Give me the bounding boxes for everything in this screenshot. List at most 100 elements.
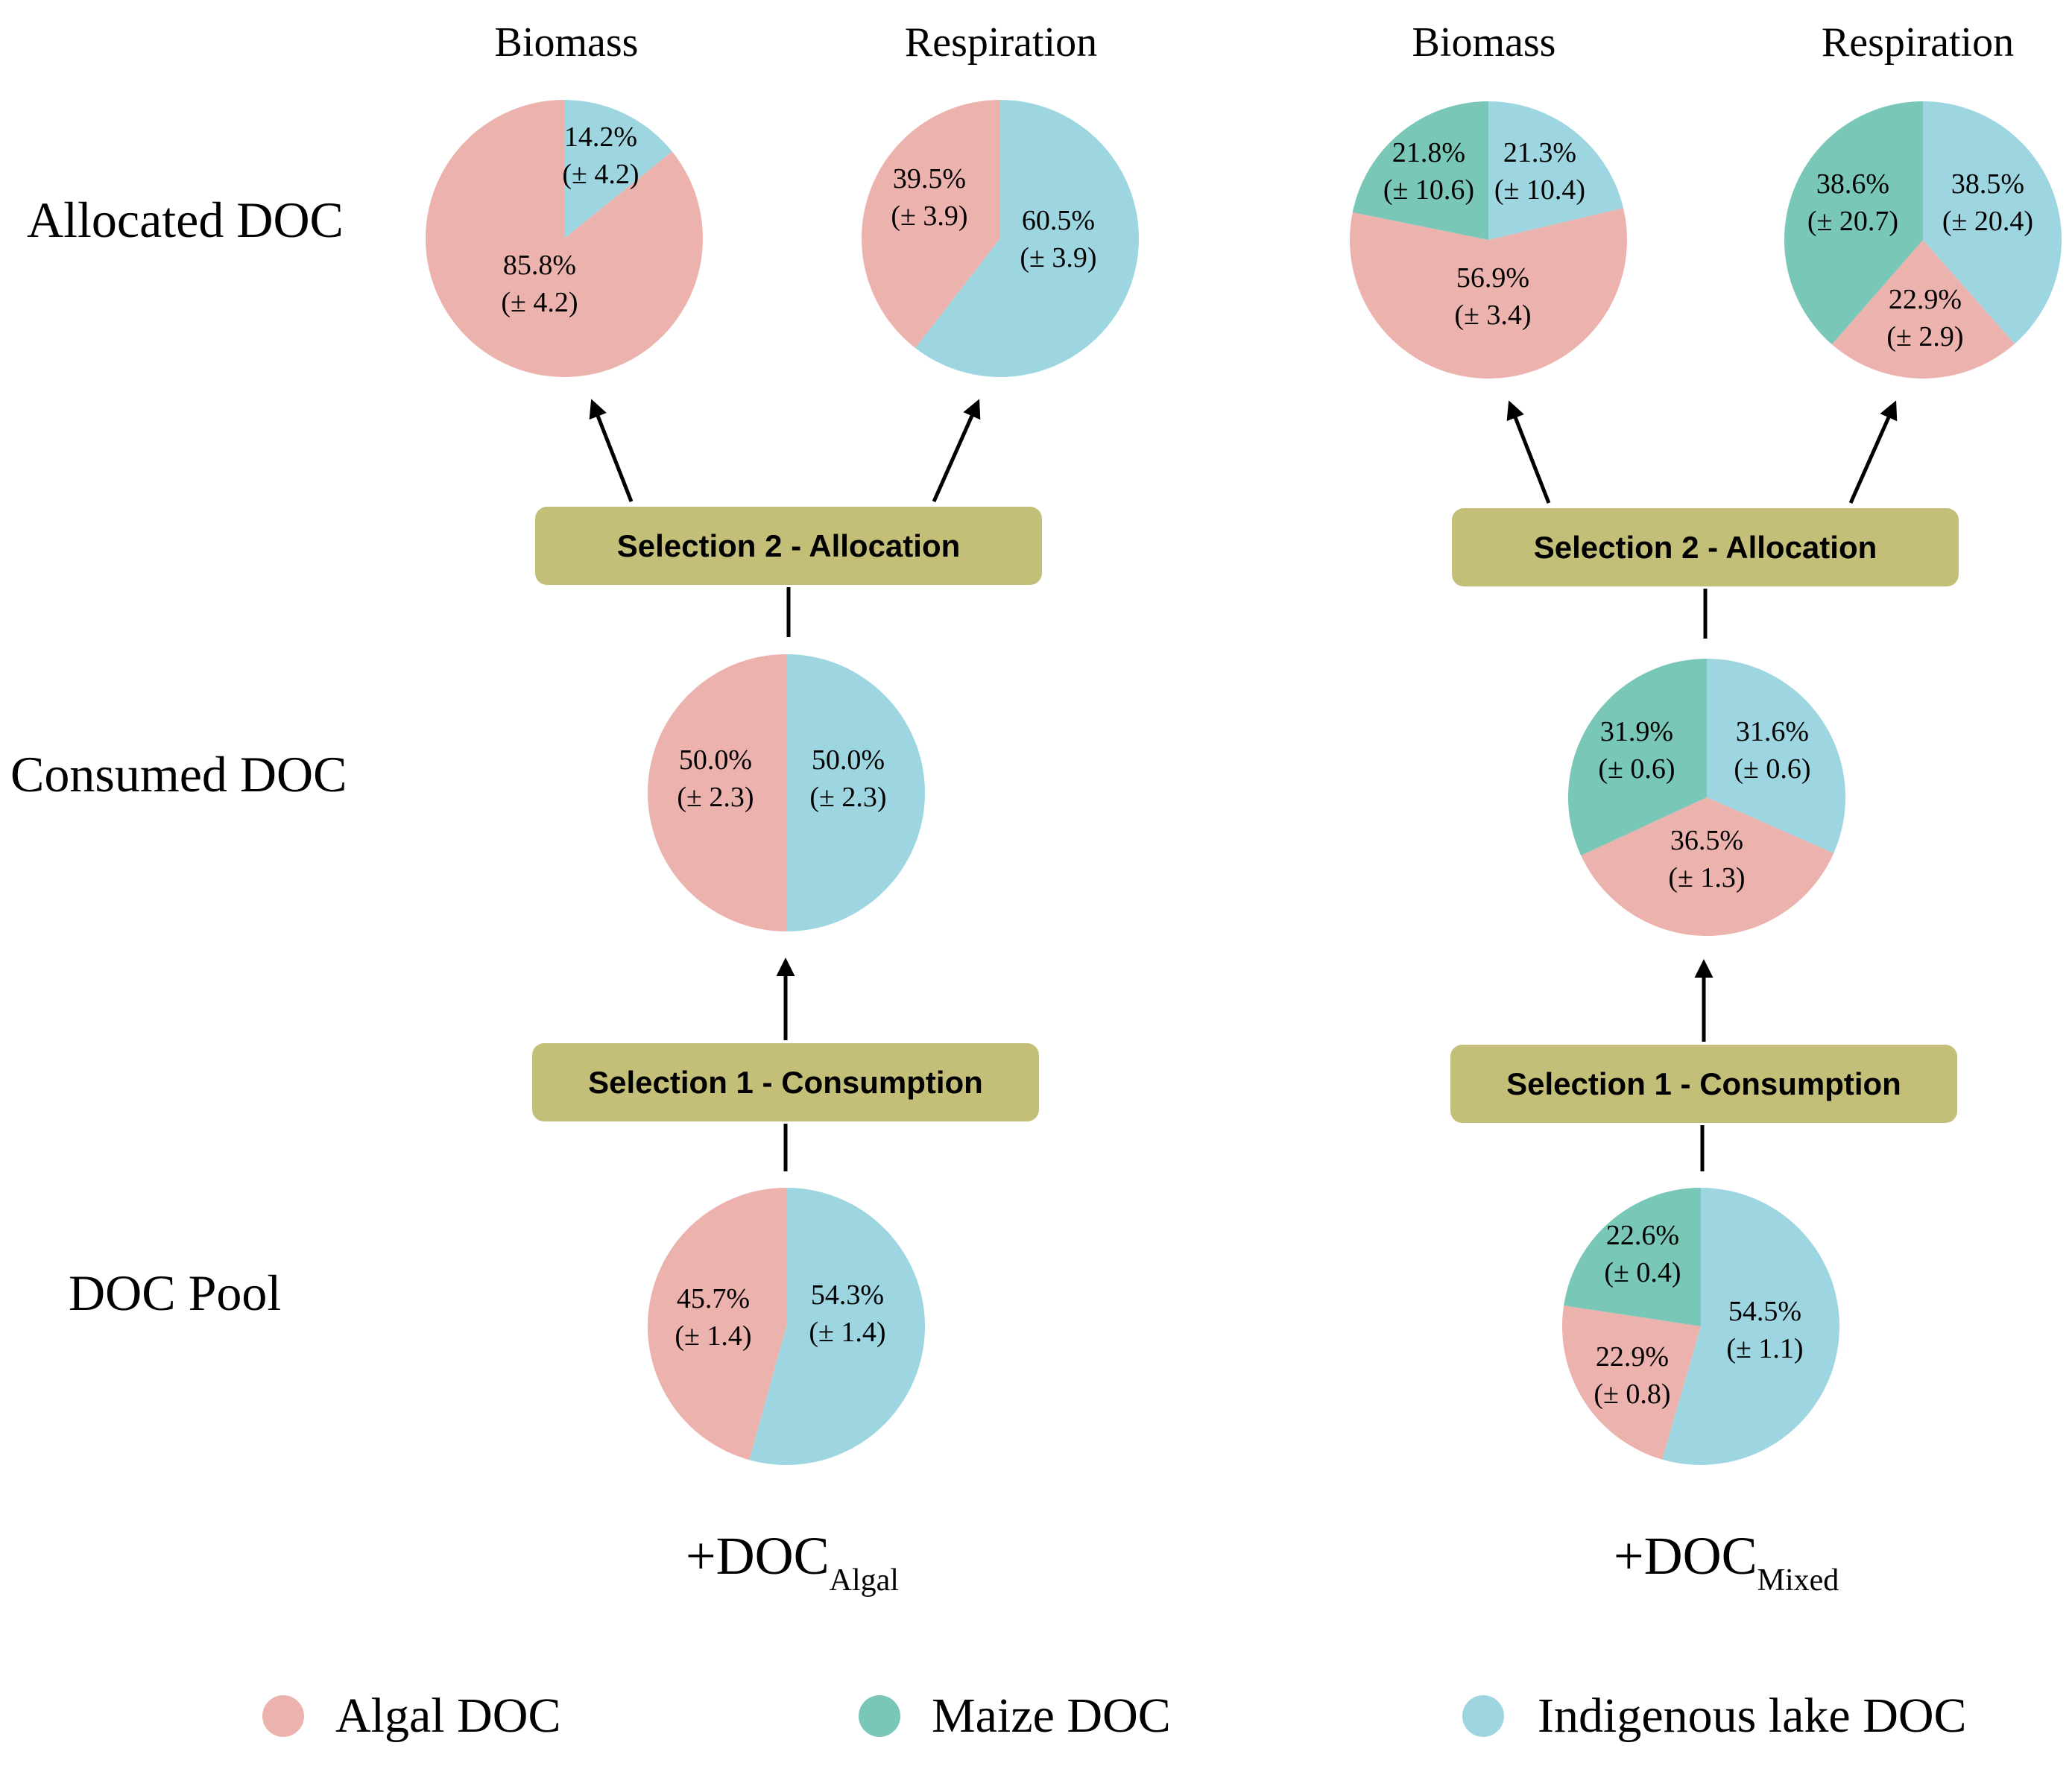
slice-label-mixed-consumed-algal: 36.5% [1670,825,1743,856]
selection-1-label-mixed: Selection 1 - Consumption [1506,1066,1901,1101]
pie-slice-mixed-biomass-maize [1352,101,1488,240]
legend-swatch-algal [262,1695,304,1737]
slice-error-mixed-consumed-maize: (± 0.6) [1598,753,1675,785]
slice-error-algal-respiration-algal: (± 3.9) [891,200,967,232]
arrow-mixed-to-biomass [1506,400,1551,504]
title-mixed-biomass: Biomass [1412,19,1556,66]
pie-algal-respiration: 60.5% (± 3.9) 39.5% (± 3.9) [861,100,1139,378]
pie-slice-mixed-respiration-maize [1784,101,1923,345]
pie-slice-algal-respiration-algal [861,100,1000,348]
pie-mixed-respiration: 38.5% (± 20.4) 22.9% (± 2.9) 38.6% (± 20.7) [1784,101,2062,379]
legend-label-maize: Maize DOC [932,1689,1171,1743]
treatment-subscript-algal: Algal [830,1563,899,1598]
pie-slice-mixed-biomass-algal [1349,208,1627,379]
pie-slice-algal-respiration-indigenous [915,100,1139,378]
treatment-label-algal: +DOCAlgal [686,1526,899,1598]
pie-algal-consumed: 50.0% (± 2.3) 50.0% (± 2.3) [648,654,925,931]
selection-1-box-mixed [1450,1045,1957,1123]
slice-label-mixed-respiration-algal: 22.9% [1889,284,1962,315]
pie-slice-algal-pool-algal [648,1188,786,1460]
pie-slice-mixed-pool-algal [1562,1305,1701,1460]
selection-1-label-algal: Selection 1 - Consumption [588,1065,983,1100]
slice-error-algal-respiration-indigenous: (± 3.9) [1020,242,1096,273]
pie-mixed-consumed: 31.6% (± 0.6) 36.5% (± 1.3) 31.9% (± 0.6) [1568,659,1845,936]
pie-slice-mixed-pool-maize [1564,1188,1701,1326]
title-algal-biomass: Biomass [495,19,639,66]
slice-error-algal-pool-algal: (± 1.4) [675,1320,751,1352]
slice-label-algal-pool-indigenous: 54.3% [811,1279,884,1311]
slice-label-algal-respiration-indigenous: 60.5% [1022,205,1095,236]
pie-mixed-biomass: 21.3% (± 10.4) 56.9% (± 3.4) 21.8% (± 10.6) [1349,101,1627,379]
pie-slice-algal-pool-indigenous [749,1188,926,1465]
pie-slice-mixed-consumed-indigenous [1707,659,1845,853]
slice-label-mixed-pool-maize: 22.6% [1606,1220,1679,1251]
pie-algal-biomass: 14.2% (± 4.2) 85.8% (± 4.2) [425,100,704,377]
slice-label-mixed-biomass-algal: 56.9% [1456,262,1529,294]
pie-slice-algal-consumed-algal [648,654,786,931]
title-mixed-respiration: Respiration [1822,19,2014,66]
slice-error-algal-pool-indigenous: (± 1.4) [809,1317,885,1348]
arrow-mixed-to-respiration [1848,400,1898,504]
slice-error-mixed-pool-algal: (± 0.8) [1594,1379,1670,1410]
pie-slice-mixed-respiration-algal [1831,240,2015,379]
pie-algal-pool: 54.3% (± 1.4) 45.7% (± 1.4) [648,1188,926,1465]
treatment-subscript-mixed: Mixed [1757,1563,1839,1598]
selection-1-box-algal [532,1043,1039,1121]
slice-label-algal-biomass-algal: 85.8% [503,250,576,281]
slice-label-mixed-pool-algal: 22.9% [1596,1341,1669,1373]
pie-slice-algal-consumed-indigenous [786,654,925,931]
pie-slice-mixed-biomass-indigenous [1488,101,1623,240]
selection-2-label-mixed: Selection 2 - Allocation [1534,530,1877,565]
slice-label-mixed-consumed-maize: 31.9% [1600,716,1673,747]
arrow-algal-to-biomass [589,399,634,502]
slice-error-mixed-consumed-indigenous: (± 0.6) [1734,753,1810,785]
slice-error-algal-biomass-algal: (± 4.2) [501,287,578,318]
slice-error-mixed-respiration-algal: (± 2.9) [1886,321,1963,352]
treatment-prefix-mixed: +DOC [1614,1526,1757,1586]
slice-error-mixed-consumed-algal: (± 1.3) [1668,862,1745,893]
pie-slice-mixed-respiration-indigenous [1923,101,2062,344]
selection-2-box-algal [535,507,1042,585]
row-label-allocated: Allocated DOC [27,192,344,248]
slice-error-mixed-pool-maize: (± 0.4) [1604,1257,1681,1288]
slice-label-mixed-biomass-maize: 21.8% [1392,137,1465,168]
slice-label-mixed-pool-indigenous: 54.5% [1728,1296,1801,1327]
row-label-consumed: Consumed DOC [10,746,347,803]
legend-label-indigenous: Indigenous lake DOC [1538,1689,1967,1743]
slice-label-algal-consumed-algal: 50.0% [679,744,752,776]
slice-error-algal-biomass-indigenous: (± 4.2) [562,159,639,190]
slice-error-mixed-biomass-maize: (± 10.6) [1383,174,1474,206]
slice-label-mixed-respiration-indigenous: 38.5% [1951,168,2024,200]
title-algal-respiration: Respiration [905,19,1097,66]
slice-error-mixed-pool-indigenous: (± 1.1) [1726,1333,1803,1364]
slice-label-mixed-biomass-indigenous: 21.3% [1503,137,1576,168]
pie-slice-algal-biomass-indigenous [564,100,672,238]
legend-label-algal: Algal DOC [335,1689,560,1743]
selection-2-box-mixed [1452,508,1959,586]
pie-slice-mixed-consumed-maize [1568,659,1707,856]
slice-error-mixed-respiration-maize: (± 20.7) [1807,206,1898,237]
selection-2-label-algal: Selection 2 - Allocation [617,528,961,563]
pie-slice-mixed-pool-indigenous [1662,1188,1840,1465]
arrow-algal-to-respiration [932,399,981,503]
slice-label-mixed-respiration-maize: 38.6% [1816,168,1889,200]
legend-swatch-maize [859,1695,900,1737]
pie-slice-mixed-consumed-algal [1581,797,1834,936]
treatment-prefix-algal: +DOC [686,1526,830,1586]
row-label-pool: DOC Pool [69,1265,281,1321]
slice-error-mixed-biomass-algal: (± 3.4) [1454,300,1531,331]
pie-slice-algal-biomass-algal [425,100,704,377]
slice-label-mixed-consumed-indigenous: 31.6% [1736,716,1809,747]
slice-label-algal-pool-algal: 45.7% [677,1283,750,1314]
slice-error-mixed-biomass-indigenous: (± 10.4) [1494,174,1585,206]
legend-swatch-indigenous [1462,1695,1504,1737]
slice-error-algal-consumed-algal: (± 2.3) [677,782,754,813]
slice-error-algal-consumed-indigenous: (± 2.3) [809,782,886,813]
treatment-label-mixed: +DOCMixed [1614,1526,1839,1598]
slice-label-algal-consumed-indigenous: 50.0% [812,744,885,776]
slice-error-mixed-respiration-indigenous: (± 20.4) [1942,206,2033,237]
pie-mixed-pool: 54.5% (± 1.1) 22.9% (± 0.8) 22.6% (± 0.4) [1562,1188,1840,1465]
slice-label-algal-biomass-indigenous: 14.2% [564,121,637,153]
slice-label-algal-respiration-algal: 39.5% [893,163,966,194]
